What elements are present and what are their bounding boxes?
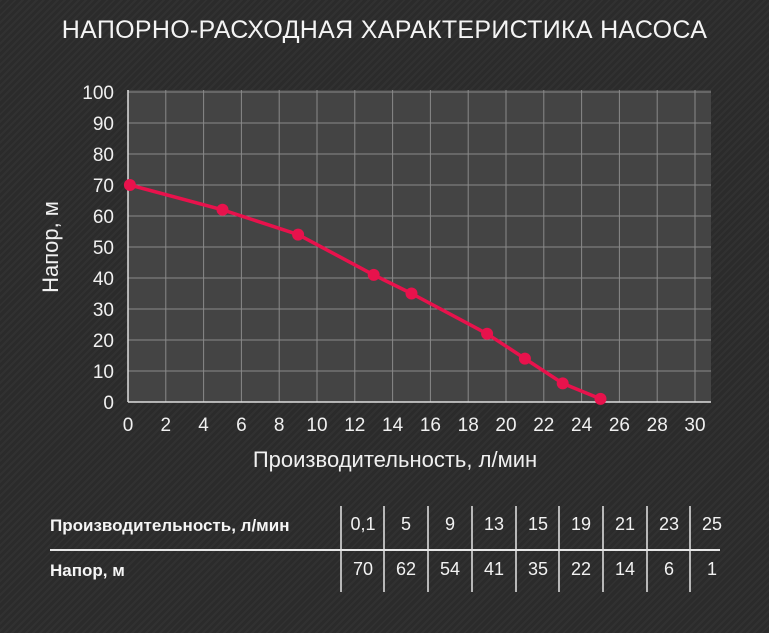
x-tick-label: 14 xyxy=(382,415,404,436)
table-cell: 13 xyxy=(483,514,505,534)
y-tick-label: 0 xyxy=(103,393,114,414)
y-tick-label: 60 xyxy=(93,207,114,228)
table-cell: 54 xyxy=(439,559,461,579)
table-cell: 9 xyxy=(444,514,455,534)
plot-area xyxy=(128,90,711,402)
table-cell: 62 xyxy=(395,559,417,579)
x-tick-label: 18 xyxy=(458,415,479,436)
y-tick-label: 40 xyxy=(93,269,114,290)
table-cell: 6 xyxy=(663,559,674,579)
data-point xyxy=(405,287,418,300)
data-point xyxy=(216,203,229,216)
data-point xyxy=(123,179,136,191)
x-tick-label: 22 xyxy=(533,415,554,436)
table-cell: 41 xyxy=(483,559,505,579)
x-tick-label: 12 xyxy=(344,415,365,436)
x-tick-label: 26 xyxy=(609,415,630,436)
table-cell: 21 xyxy=(614,514,636,534)
x-tick-label: 6 xyxy=(236,415,247,436)
x-axis-label: Производительность, л/мин xyxy=(253,447,537,472)
table-cell: 70 xyxy=(352,559,374,579)
x-tick-label: 0 xyxy=(123,415,134,436)
data-point xyxy=(481,327,494,340)
table-cell: 23 xyxy=(658,514,680,534)
table-cell: 25 xyxy=(701,514,723,534)
y-tick-label: 10 xyxy=(93,362,114,383)
table-cell: 1 xyxy=(706,559,717,579)
chart-title: НАПОРНО-РАСХОДНАЯ ХАРАКТЕРИСТИКА НАСОСА xyxy=(61,16,708,44)
data-point xyxy=(594,392,607,405)
data-point xyxy=(292,228,305,241)
table-row-label: Напор, м xyxy=(50,561,125,580)
y-tick-label: 90 xyxy=(93,114,114,135)
data-point xyxy=(367,268,380,281)
table-cell: 5 xyxy=(400,514,411,534)
y-tick-label: 20 xyxy=(93,331,114,352)
y-tick-label: 30 xyxy=(93,300,114,321)
y-tick-label: 70 xyxy=(93,176,114,197)
x-tick-label: 20 xyxy=(495,415,516,436)
y-axis-label: Напор, м xyxy=(38,201,63,293)
x-tick-label: 10 xyxy=(306,415,327,436)
table-cell: 35 xyxy=(527,559,549,579)
x-tick-label: 2 xyxy=(161,415,172,436)
table-cell: 14 xyxy=(614,559,636,579)
y-tick-label: 50 xyxy=(93,238,114,259)
x-tick-label: 30 xyxy=(684,415,705,436)
table-row-label: Производительность, л/мин xyxy=(50,516,290,535)
table-cell: 19 xyxy=(570,514,592,534)
table-cell: 15 xyxy=(527,514,549,534)
x-tick-label: 28 xyxy=(647,415,668,436)
x-tick-label: 4 xyxy=(198,415,209,436)
data-point xyxy=(518,352,531,365)
x-tick-label: 16 xyxy=(420,415,441,436)
table-cell: 0,1 xyxy=(350,514,376,534)
y-tick-label: 80 xyxy=(93,145,114,166)
x-tick-label: 24 xyxy=(571,415,593,436)
y-tick-label: 100 xyxy=(82,83,114,104)
table-cell: 22 xyxy=(570,559,592,579)
x-tick-label: 8 xyxy=(274,415,285,436)
data-point xyxy=(556,377,569,390)
